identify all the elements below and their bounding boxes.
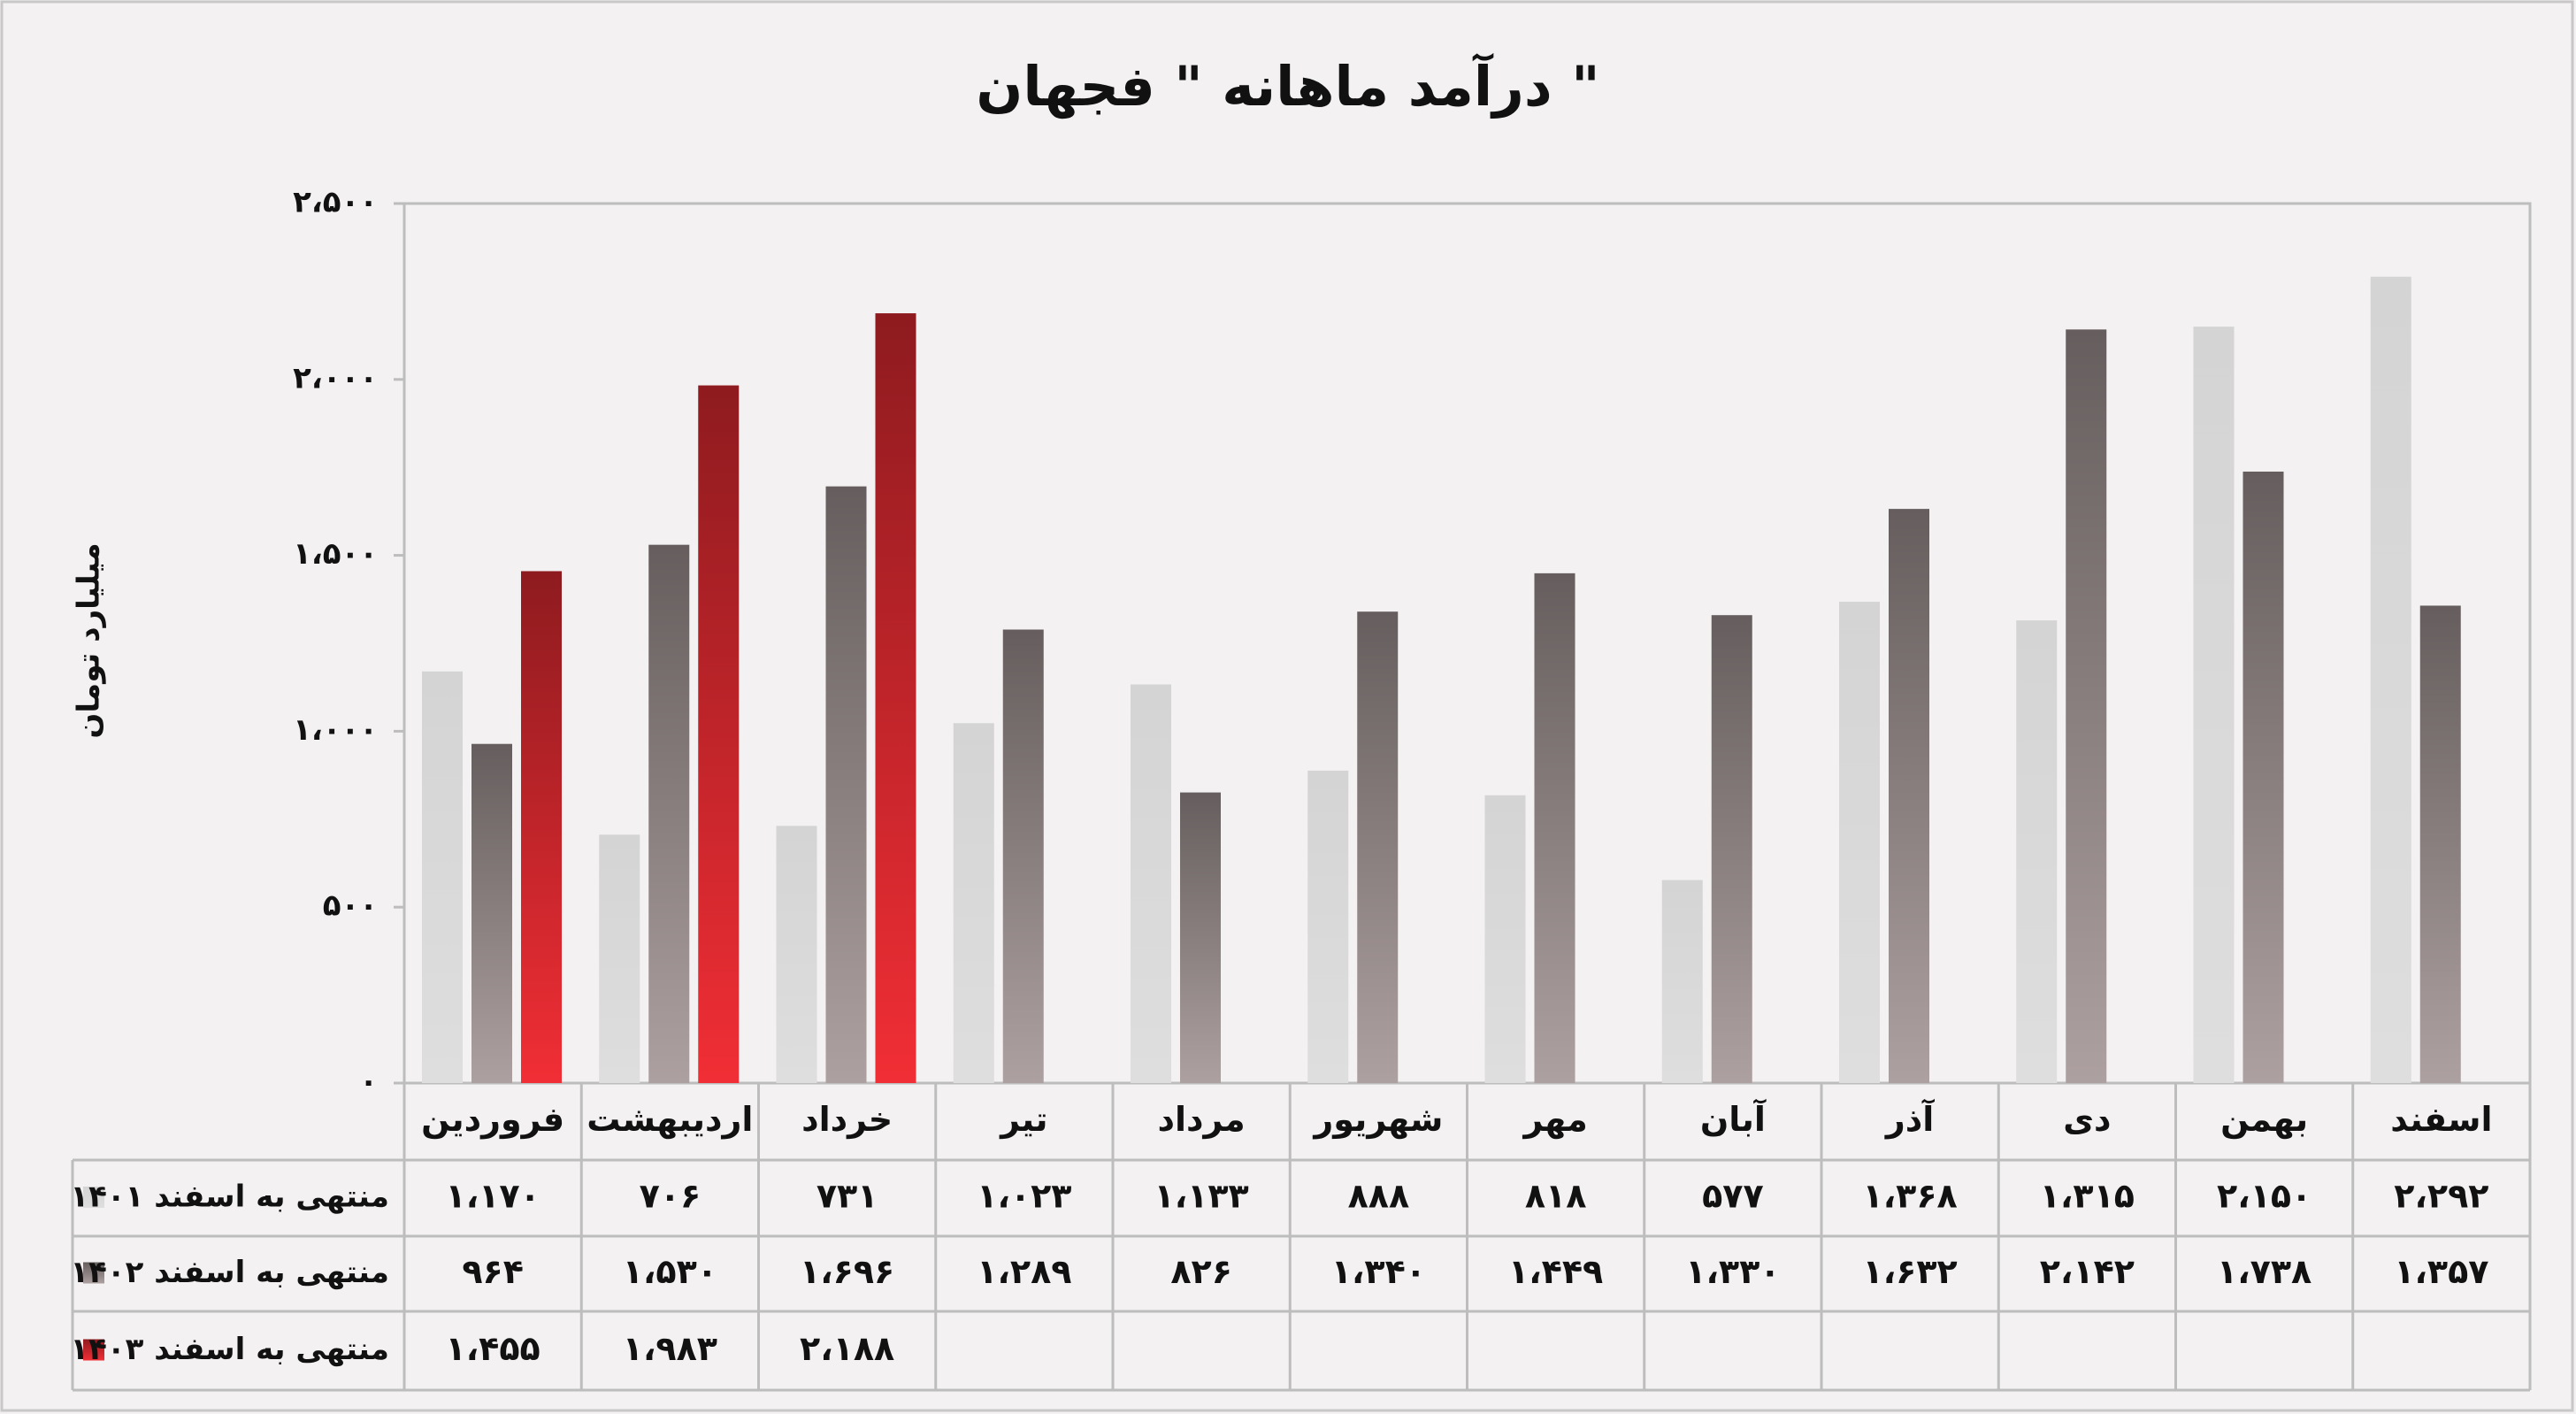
table-value: ۱،۳۱۵ <box>2040 1177 2135 1216</box>
y-axis-label: میلیارد تومان <box>72 542 107 738</box>
table-value: ۱،۲۸۹ <box>977 1252 1071 1291</box>
bar <box>1839 602 1880 1083</box>
bar <box>825 486 867 1083</box>
bar <box>1889 509 1929 1083</box>
table-value: ۲،۱۸۸ <box>800 1329 894 1368</box>
legend-marker <box>83 1339 104 1361</box>
table-value: ۱،۰۲۳ <box>977 1177 1071 1216</box>
table-value: ۲،۲۹۲ <box>2394 1177 2488 1216</box>
table-value: ۱،۱۳۳ <box>1154 1177 1249 1216</box>
table-value: ۵۷۷ <box>1702 1177 1764 1216</box>
x-tick-label: تیر <box>999 1100 1047 1139</box>
table-value: ۷۰۶ <box>640 1177 702 1216</box>
bar <box>2370 276 2411 1083</box>
y-tick-label: ۰ <box>359 1064 378 1100</box>
bar <box>2066 329 2107 1083</box>
table-value: ۷۳۱ <box>816 1177 878 1216</box>
table-value: ۱،۹۸۳ <box>623 1329 717 1368</box>
bar <box>776 826 817 1083</box>
bar <box>1484 795 1526 1083</box>
bar <box>472 743 512 1083</box>
table-value: ۱،۳۴۰ <box>1331 1252 1426 1291</box>
y-tick-label: ۵۰۰ <box>323 888 378 924</box>
bar <box>1534 573 1576 1083</box>
y-tick-label: ۱،۵۰۰ <box>293 536 378 572</box>
bar <box>953 723 994 1083</box>
bar <box>698 385 740 1083</box>
bar <box>1002 629 1044 1083</box>
table-value: ۱،۳۳۰ <box>1685 1252 1780 1291</box>
table-value: ۱،۶۹۶ <box>800 1252 894 1291</box>
x-tick-label: فروردین <box>421 1100 564 1140</box>
table-value: ۸۲۶ <box>1170 1252 1232 1291</box>
bar <box>2242 471 2284 1083</box>
bar <box>1131 684 1171 1083</box>
legend-marker <box>83 1187 104 1208</box>
bar <box>1180 792 1221 1083</box>
legend-label: منتهی به اسفند ۱۴۰۱ <box>70 1180 389 1215</box>
bar <box>2016 620 2058 1083</box>
y-tick-label: ۱،۰۰۰ <box>293 712 378 748</box>
x-tick-label: آبان <box>1700 1098 1767 1139</box>
plot-area <box>402 202 2532 1085</box>
y-tick-label: ۲،۰۰۰ <box>293 360 378 396</box>
bar <box>2193 327 2235 1083</box>
x-tick-label: بهمن <box>2220 1100 2308 1139</box>
table-value: ۱،۳۵۷ <box>2394 1252 2488 1291</box>
table-value: ۱،۷۳۸ <box>2217 1252 2312 1291</box>
y-tick-label: ۲،۵۰۰ <box>293 185 378 220</box>
bar <box>1661 880 1703 1083</box>
table-value: ۱،۴۴۹ <box>1508 1252 1603 1291</box>
table-value: ۱،۳۶۸ <box>1863 1177 1958 1216</box>
legend-label: منتهی به اسفند ۱۴۰۲ <box>70 1255 389 1290</box>
x-tick-label: اسفند <box>2390 1100 2492 1139</box>
x-tick-label: شهریور <box>1312 1100 1443 1139</box>
x-tick-label: آذر <box>1884 1098 1935 1139</box>
x-tick-label: دی <box>2063 1100 2111 1139</box>
table-value: ۹۶۴ <box>462 1252 524 1291</box>
table-value: ۸۱۸ <box>1525 1177 1587 1216</box>
bar <box>1307 770 1349 1083</box>
chart-title: درآمد ماهانه " فجهان " <box>976 52 1599 119</box>
x-tick-label: اردیبهشت <box>586 1100 753 1139</box>
legend-marker <box>83 1262 104 1284</box>
table-value: ۱،۴۵۵ <box>446 1329 540 1368</box>
table-value: ۱،۶۳۲ <box>1863 1252 1958 1291</box>
legend-label: منتهی به اسفند ۱۴۰۳ <box>70 1332 389 1367</box>
table-value: ۲،۱۴۲ <box>2040 1252 2135 1291</box>
table-value: ۸۸۸ <box>1348 1177 1410 1216</box>
bar <box>648 544 690 1083</box>
bar <box>1357 611 1399 1083</box>
x-tick-label: مهر <box>1522 1100 1587 1139</box>
bar <box>875 313 916 1083</box>
x-tick-label: خرداد <box>801 1100 893 1139</box>
bar <box>599 834 640 1083</box>
table-value: ۱،۱۷۰ <box>446 1177 540 1216</box>
table-value: ۲،۱۵۰ <box>2217 1177 2312 1216</box>
x-tick-label: مرداد <box>1158 1100 1246 1139</box>
table-value: ۱،۵۳۰ <box>623 1252 717 1291</box>
bar <box>422 671 463 1083</box>
bar <box>521 571 562 1083</box>
bar <box>2419 605 2461 1083</box>
bar <box>1711 615 1752 1083</box>
